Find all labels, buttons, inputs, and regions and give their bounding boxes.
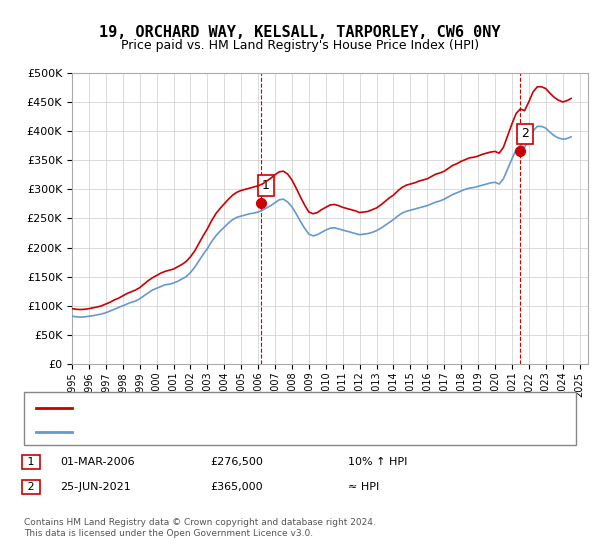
Text: 10% ↑ HPI: 10% ↑ HPI bbox=[348, 457, 407, 467]
Text: HPI: Average price, detached house, Cheshire West and Chester: HPI: Average price, detached house, Ches… bbox=[78, 427, 413, 437]
Text: 2: 2 bbox=[24, 482, 38, 492]
Text: 1: 1 bbox=[24, 457, 38, 467]
Text: 2: 2 bbox=[521, 128, 529, 141]
Text: 25-JUN-2021: 25-JUN-2021 bbox=[60, 482, 131, 492]
Text: 19, ORCHARD WAY, KELSALL, TARPORLEY, CW6 0NY: 19, ORCHARD WAY, KELSALL, TARPORLEY, CW6… bbox=[99, 25, 501, 40]
Text: Contains HM Land Registry data © Crown copyright and database right 2024.
This d: Contains HM Land Registry data © Crown c… bbox=[24, 518, 376, 538]
Text: Price paid vs. HM Land Registry's House Price Index (HPI): Price paid vs. HM Land Registry's House … bbox=[121, 39, 479, 52]
Text: 1: 1 bbox=[262, 179, 270, 192]
Text: 01-MAR-2006: 01-MAR-2006 bbox=[60, 457, 134, 467]
Text: 19, ORCHARD WAY, KELSALL, TARPORLEY, CW6 0NY (detached house): 19, ORCHARD WAY, KELSALL, TARPORLEY, CW6… bbox=[78, 403, 443, 413]
Text: £365,000: £365,000 bbox=[210, 482, 263, 492]
Text: ≈ HPI: ≈ HPI bbox=[348, 482, 379, 492]
Text: £276,500: £276,500 bbox=[210, 457, 263, 467]
